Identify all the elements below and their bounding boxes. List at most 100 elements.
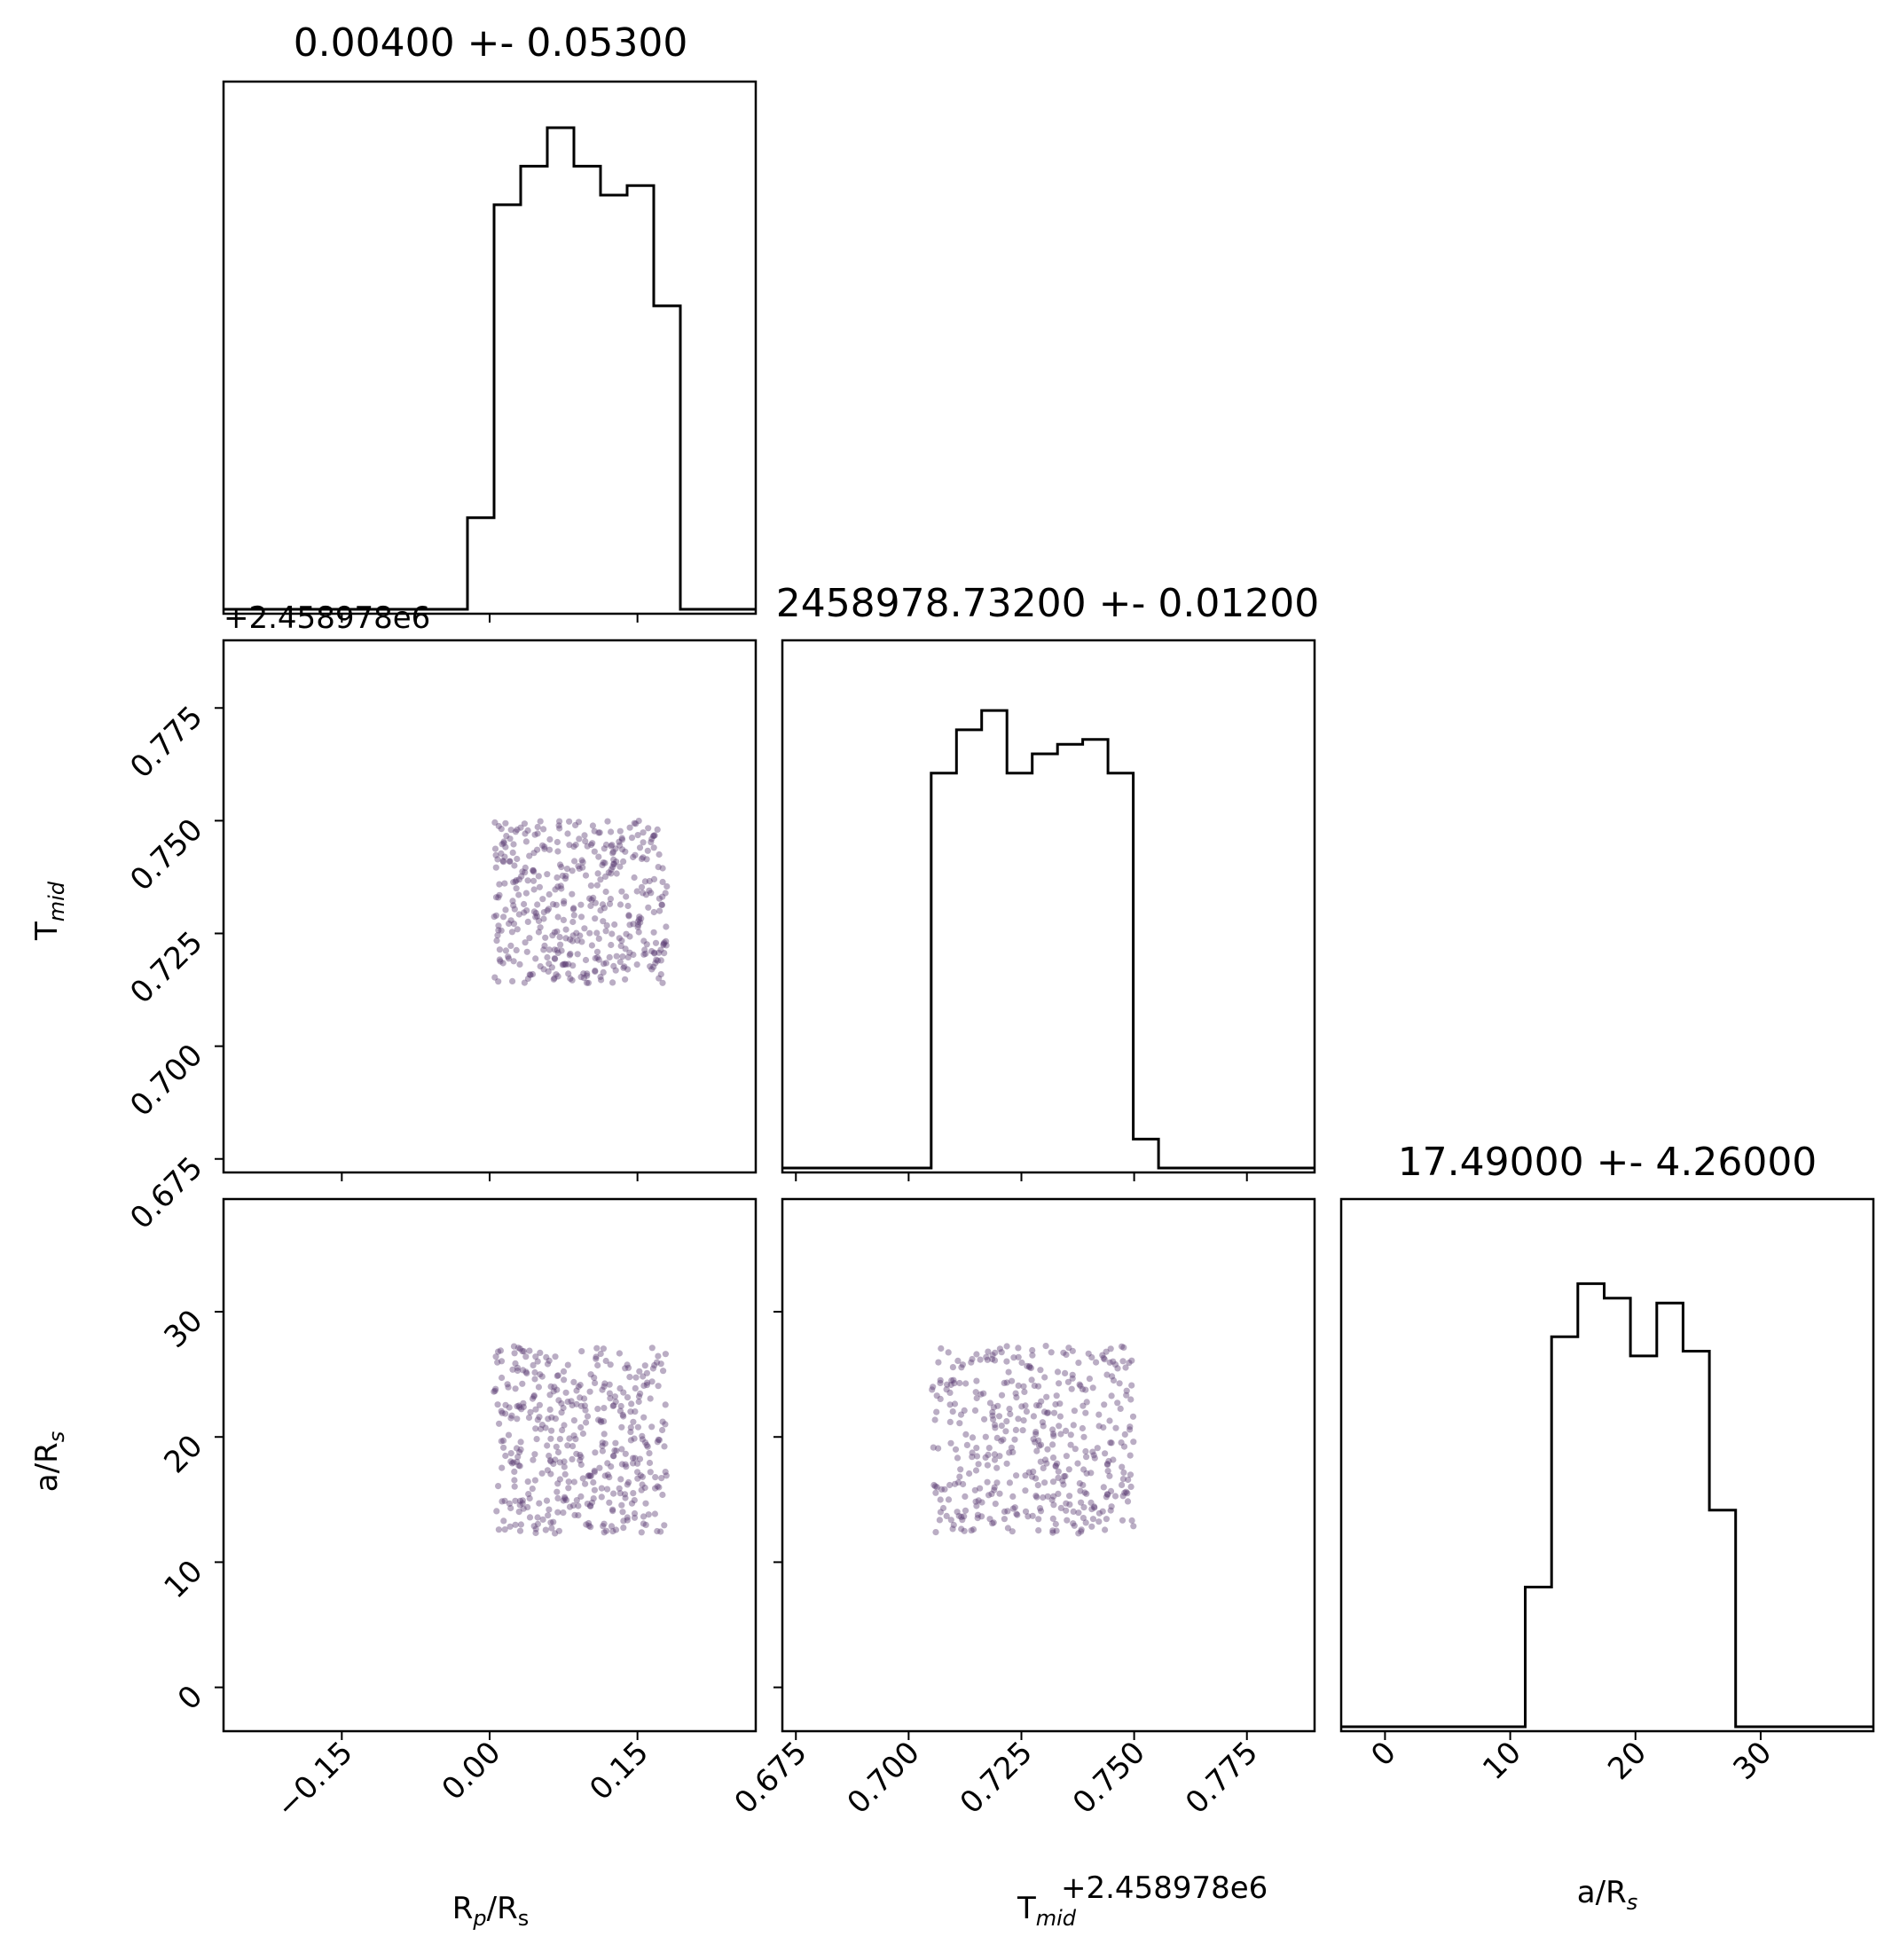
scatter-rp-tmid-point [522, 890, 530, 897]
scatter-rp-tmid-point [606, 953, 613, 960]
scatter-tmid-ars-point [1122, 1364, 1129, 1371]
panels-layer: 0.675 0.700 0.725 0.750 0.775 −0.15 0.00 0.15 0 1… [123, 80, 1875, 1825]
scatter-rp-tmid-point [602, 841, 610, 849]
scatter-tmid-ars-point [1100, 1484, 1107, 1491]
scatter-rp-ars-point [514, 1454, 522, 1461]
scatter-tmid-ars-point [970, 1525, 977, 1533]
scatter-tmid-ars-point [957, 1466, 964, 1473]
scatter-rp-tmid-point [638, 883, 646, 890]
scatter-tmid-ars-point [1009, 1528, 1016, 1535]
scatter-tmid-ars-point [1056, 1380, 1063, 1387]
scatter-tmid-ars-point [1110, 1358, 1117, 1365]
scatter-rp-tmid-point [524, 975, 532, 983]
scatter-tmid-ars-point [1077, 1383, 1084, 1390]
scatter-rp-ars-point [535, 1384, 543, 1391]
scatter-tmid-ars-point [1082, 1519, 1089, 1526]
scatter-rp-ars-point [554, 1448, 562, 1456]
scatter-rp-tmid-point [651, 950, 658, 957]
rp-xtick-label-0: −0.15 [270, 1735, 360, 1825]
scatter-tmid-ars-point [946, 1401, 954, 1408]
scatter-tmid-ars-point [1041, 1479, 1048, 1486]
scatter-tmid-ars-point [932, 1529, 939, 1536]
scatter-tmid-ars-point [1020, 1383, 1027, 1390]
scatter-tmid-ars-point [1127, 1483, 1135, 1490]
scatter-rp-ars-point [554, 1494, 561, 1501]
scatter-rp-ars-point [654, 1483, 661, 1490]
scatter-tmid-ars-point [954, 1454, 962, 1462]
ars-y-label-sub: s [44, 1431, 69, 1443]
scatter-rp-tmid-point [498, 850, 505, 858]
scatter-rp-ars-point [509, 1366, 516, 1373]
scatter-tmid-ars-point [1049, 1527, 1056, 1534]
scatter-rp-ars-point [612, 1526, 620, 1533]
scatter-rp-tmid-point [555, 822, 562, 829]
scatter-tmid-ars-point [1116, 1380, 1123, 1387]
scatter-tmid-ars-point [992, 1501, 999, 1508]
scatter-rp-tmid-point [661, 939, 668, 946]
scatter-rp-tmid-point [578, 857, 585, 864]
scatter-tmid-ars-point [946, 1418, 954, 1425]
scatter-rp-tmid-point [554, 973, 561, 980]
scatter-rp-ars-point [604, 1486, 611, 1493]
scatter-tmid-ars-point [1004, 1525, 1011, 1532]
scatter-rp-tmid-point [601, 905, 608, 912]
scatter-rp-tmid-point [652, 939, 660, 946]
scatter-tmid-ars-point [990, 1415, 997, 1423]
scatter-tmid-ars-point [1055, 1468, 1062, 1475]
scatter-rp-ars-point [556, 1476, 564, 1483]
scatter-rp-ars-point [601, 1418, 608, 1425]
scatter-rp-tmid-point [610, 962, 617, 969]
scatter-rp-ars-point [638, 1529, 645, 1536]
scatter-rp-ars-point [507, 1458, 514, 1465]
scatter-rp-ars-point [635, 1398, 642, 1406]
scatter-tmid-ars-point [1052, 1462, 1059, 1470]
scatter-rp-tmid-point [601, 960, 608, 968]
scatter-rp-tmid-point [572, 821, 579, 829]
scatter-tmid-ars-point [958, 1513, 965, 1520]
scatter-rp-tmid-point [536, 883, 544, 890]
scatter-rp-ars-point [519, 1500, 526, 1507]
scatter-rp-ars-point [529, 1395, 537, 1402]
scatter-rp-tmid-point [569, 918, 577, 926]
scatter-rp-tmid-point [495, 822, 502, 830]
scatter-rp-ars-point [608, 1463, 615, 1470]
scatter-tmid-ars-point [946, 1389, 954, 1396]
scatter-rp-ars-point [547, 1470, 554, 1478]
scatter-rp-tmid-point [556, 825, 563, 832]
scatter-rp-tmid-point [495, 922, 502, 929]
scatter-rp-ars-point [579, 1430, 587, 1438]
scatter-tmid-ars-point [1083, 1399, 1090, 1406]
scatter-rp-tmid-point [560, 916, 568, 923]
scatter-rp-ars-point [597, 1417, 604, 1424]
scatter-rp-tmid-point [663, 937, 670, 945]
scatter-rp-ars-point [609, 1402, 616, 1409]
scatter-tmid-ars-point [1093, 1359, 1100, 1366]
scatter-tmid-ars-point [1032, 1493, 1040, 1500]
title-rp: 0.00400 +- 0.05300 [294, 20, 688, 66]
scatter-rp-ars-point [613, 1447, 620, 1454]
scatter-rp-tmid-point [600, 918, 607, 925]
scatter-rp-tmid-point [526, 852, 533, 859]
scatter-tmid-ars-point [1028, 1376, 1035, 1384]
scatter-tmid-ars-point [1079, 1424, 1086, 1432]
scatter-rp-tmid-point [647, 963, 654, 970]
scatter-rp-ars-point [578, 1348, 585, 1355]
scatter-rp-ars-point [516, 1527, 524, 1534]
scatter-rp-tmid-point [500, 913, 507, 921]
scatter-rp-ars-point [601, 1520, 608, 1527]
scatter-rp-tmid-point [548, 964, 556, 971]
scatter-tmid-ars-point [1075, 1360, 1082, 1367]
scatter-rp-ars-point [659, 1426, 666, 1434]
scatter-rp-tmid-point [569, 932, 577, 939]
scatter-tmid-ars-point [1006, 1449, 1013, 1456]
scatter-rp-tmid-point [616, 935, 623, 942]
scatter-tmid-ars-point [989, 1412, 996, 1419]
scatter-tmid-ars-point [1036, 1442, 1043, 1449]
scatter-rp-tmid-point [572, 841, 579, 849]
scatter-rp-ars-point [632, 1408, 639, 1415]
scatter-tmid-ars-point [954, 1357, 962, 1364]
scatter-rp-ars-point [553, 1443, 560, 1450]
scatter-tmid-ars-point [1040, 1423, 1047, 1430]
scatter-rp-ars-point [662, 1351, 670, 1358]
scatter-tmid-ars-point [988, 1490, 995, 1497]
